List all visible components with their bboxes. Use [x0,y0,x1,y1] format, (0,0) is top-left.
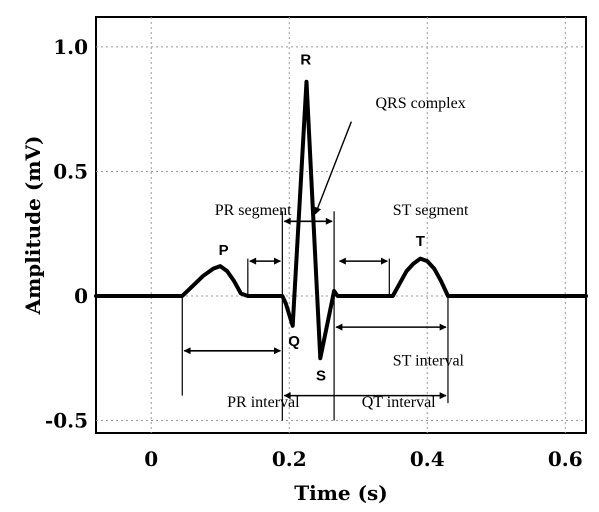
annotation-qrs-complex: QRS complex [376,95,466,112]
grid [96,17,586,433]
ecg-series-line [94,79,588,361]
x-tick-label: 0 [144,447,158,471]
x-tick-label: 0.6 [548,447,583,471]
annotation-qt-interval: QT interval [362,394,436,411]
y-tick-label: 1.0 [53,35,88,59]
qrs-pointer-arrow [314,121,353,215]
annotation-pr-interval: PR interval [227,394,300,411]
y-tick-label: -0.5 [45,409,88,433]
tick-labels: 0 0.2 0.4 0.6 1.0 0.5 0 -0.5 [45,35,583,471]
wave-label-t: T [416,233,425,250]
wave-label-q: Q [288,333,300,350]
y-axis-title: Amplitude (mV) [21,136,45,316]
wave-labels: P Q R S T [219,51,425,384]
y-tick-label: 0.5 [53,159,88,183]
wave-label-p: P [219,242,229,259]
wave-label-r: R [300,51,311,68]
annotation-pr-segment: PR segment [215,202,292,219]
annotation-st-segment: ST segment [393,202,469,219]
wave-label-s: S [316,368,326,385]
x-axis-title: Time (s) [294,481,388,505]
x-tick-label: 0.4 [410,447,445,471]
annotation-st-interval: ST interval [393,353,465,370]
annotations: QRS complex PR segment ST segment PR interv… [215,95,469,411]
guide-lines [181,211,449,421]
x-tick-label: 0.2 [272,447,307,471]
series-layer [94,79,588,361]
y-tick-label: 0 [74,284,88,308]
plot-frame [95,16,587,434]
interval-arrows [183,121,447,400]
